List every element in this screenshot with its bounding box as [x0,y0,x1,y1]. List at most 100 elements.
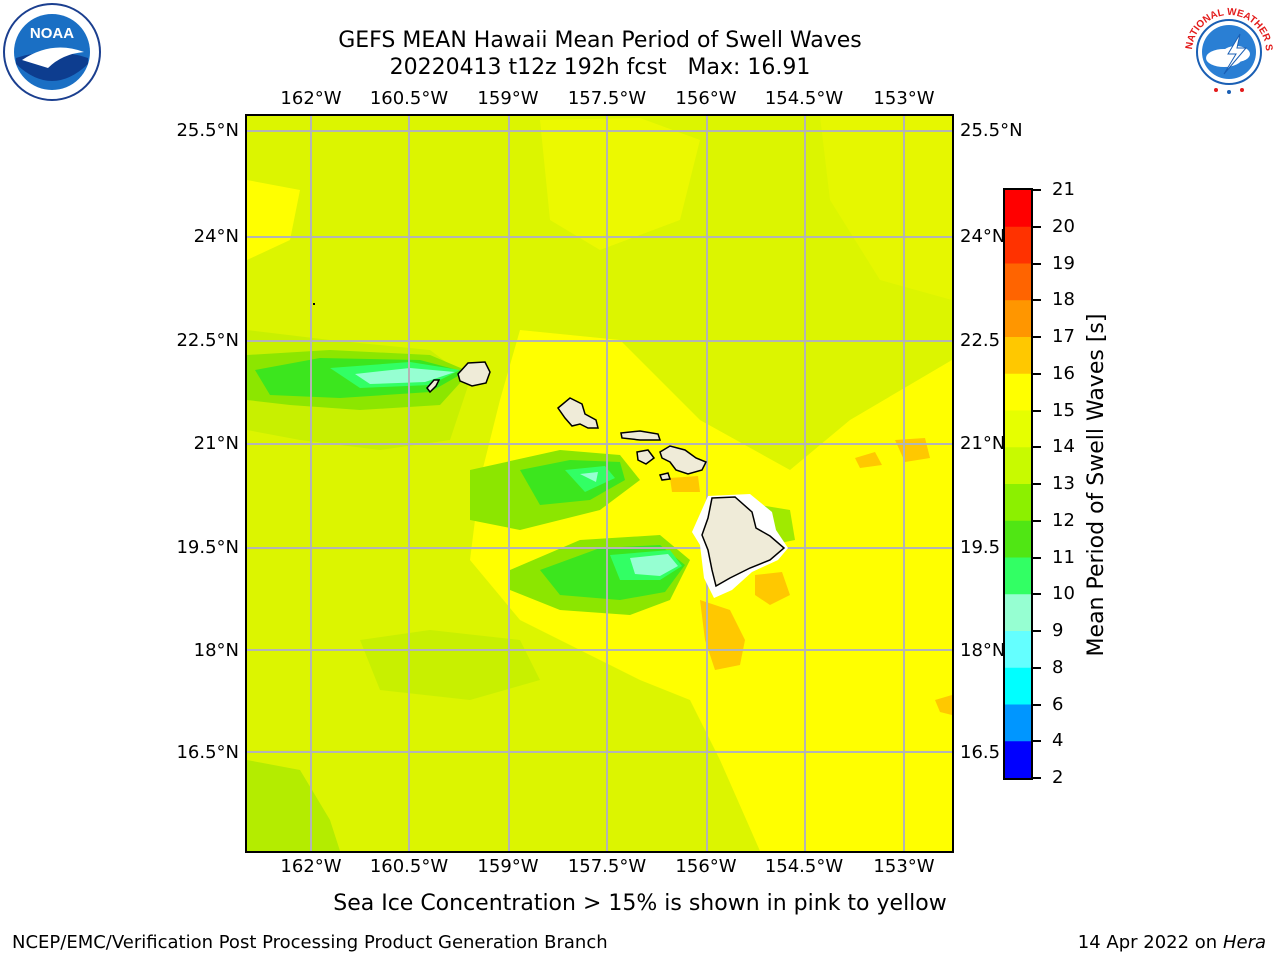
colorbar-tick-label: 17 [1052,326,1075,347]
colorbar-tick-mark [1033,703,1041,706]
graticule [247,116,952,851]
swell-period-map[interactable] [245,114,954,853]
left-lat-tick: 16.5°N [176,742,239,763]
island-maui [659,445,708,475]
right-lat-tick: 18°N [960,640,1006,661]
island-kauai [457,361,491,387]
colorbar-tick-label: 21 [1052,179,1075,200]
top-lon-tick: 156°W [675,88,737,109]
colorbar-tick-label: 10 [1052,583,1075,605]
colorbar-tick-label: 15 [1052,399,1075,421]
right-lat-tick: 22.5 [960,330,1001,351]
colorbar-tick-label: 6 [1052,693,1064,715]
right-lat-tick: 24°N [960,226,1006,247]
bottom-lon-tick: 154.5°W [764,856,844,877]
colorbar-swatch [1005,263,1031,301]
bottom-lon-tick: 157.5°W [567,856,647,877]
nws-logo-icon: NATIONAL WEATHER SERVICE [1174,0,1280,100]
colorbar-tick-mark [1033,740,1041,743]
chart-title: GEFS MEAN Hawaii Mean Period of Swell Wa… [338,28,862,53]
left-lat-tick: 24°N [193,226,239,247]
colorbar-tick-mark [1033,446,1041,449]
colorbar-tick-label: 14 [1052,436,1075,458]
top-lon-tick: 162°W [280,88,342,109]
field-15-16s-region [247,180,300,260]
colorbar-tick-label: 20 [1052,215,1075,237]
field-16-17s-region [700,600,745,670]
bottom-lon-tick: 162°W [280,856,342,877]
colorbar-swatch [1005,594,1031,632]
colorbar-swatch [1005,300,1031,338]
right-lat-tick: 25.5°N [960,120,1023,141]
field-16-17s-region [670,476,700,492]
field-13-14s-region [360,630,540,700]
colorbar-swatch [1005,704,1031,742]
top-lon-tick: 153°W [873,88,935,109]
top-lon-tick: 159°W [477,88,539,109]
colorbar-tick-mark [1033,372,1041,375]
field-15-16s-region [820,116,952,300]
left-lat-tick: 21°N [193,433,239,454]
colorbar-tick-mark [1033,777,1041,779]
left-lat-tick: 25.5°N [176,120,239,141]
colorbar-tick-mark [1033,593,1041,596]
colorbar-tick-mark [1033,225,1041,228]
left-lat-tick: 19.5°N [176,537,239,558]
island-niihau [426,379,441,394]
bottom-lon-tick: 160.5°W [369,856,449,877]
field-13-14s-region [247,760,340,851]
field-16-17s-region [855,452,882,468]
chart-subtitle: 20220413 t12z 192h fcst Max: 16.91 [389,55,811,80]
footer-date: 14 Apr 2022 on Hera [1078,932,1266,954]
field-9-10s-region [630,554,678,576]
colorbar-swatch [1005,447,1031,485]
noaa-logo-icon: NOAA [2,2,102,102]
footer-date-text: 14 Apr 2022 on [1077,932,1223,953]
field-16-17s-region [755,572,790,605]
island-oahu [556,397,599,429]
top-lon-tick: 160.5°W [369,88,449,109]
field-9-10s-region [355,368,455,384]
colorbar-tick-mark [1033,189,1041,191]
colorbar-swatch [1005,410,1031,448]
colorbar-swatch [1005,631,1031,669]
right-lat-tick: 16.5 [960,742,1001,763]
noaa-logo-text: NOAA [30,25,74,42]
left-lat-tick: 22.5°N [176,330,239,351]
colorbar-swatch [1005,557,1031,595]
colorbar-tick-label: 9 [1052,620,1064,641]
colorbar-swatch [1005,520,1031,558]
colorbar-swatches [1005,190,1031,779]
left-lat-tick: 18°N [193,640,239,661]
island-kahoolawe [658,472,672,481]
colorbar-swatch [1005,667,1031,705]
colorbar-tick-mark [1033,299,1041,302]
field-16-17s-region [935,695,952,715]
colorbar-swatch [1005,190,1031,228]
colorbar-tick-label: 16 [1052,362,1075,384]
colorbar-tick-mark [1033,556,1041,559]
colorbar-tick-mark [1033,483,1041,485]
top-lon-tick: 157.5°W [567,88,647,109]
colorbar-tick-mark [1033,666,1041,669]
top-lon-tick: 154.5°W [764,88,844,109]
colorbar-tick-mark [1033,336,1041,338]
colorbar-tick-mark [1033,519,1041,522]
right-lat-tick: 21°N [960,433,1006,454]
footer-host: Hera [1222,932,1266,953]
colorbar-swatch [1005,373,1031,411]
right-lat-tick: 19.5 [960,537,1001,558]
colorbar-swatch [1005,741,1031,779]
island-hawaii [701,496,786,588]
colorbar-tick-label: 8 [1052,656,1064,678]
colorbar-tick-mark [1033,409,1041,412]
footer-branch: NCEP/EMC/Verification Post Processing Pr… [12,932,608,953]
island-speck [313,303,315,305]
colorbar-tick-mark [1033,262,1041,265]
colorbar-tick-mark [1033,630,1041,632]
colorbar-tick-label: 4 [1052,730,1064,752]
colorbar-swatch [1005,226,1031,264]
colorbar-tick-label: 11 [1052,546,1075,568]
colorbar-tick-label: 19 [1052,252,1075,274]
colorbar-label-text: Mean Period of Swell Waves [s] [1084,313,1109,657]
